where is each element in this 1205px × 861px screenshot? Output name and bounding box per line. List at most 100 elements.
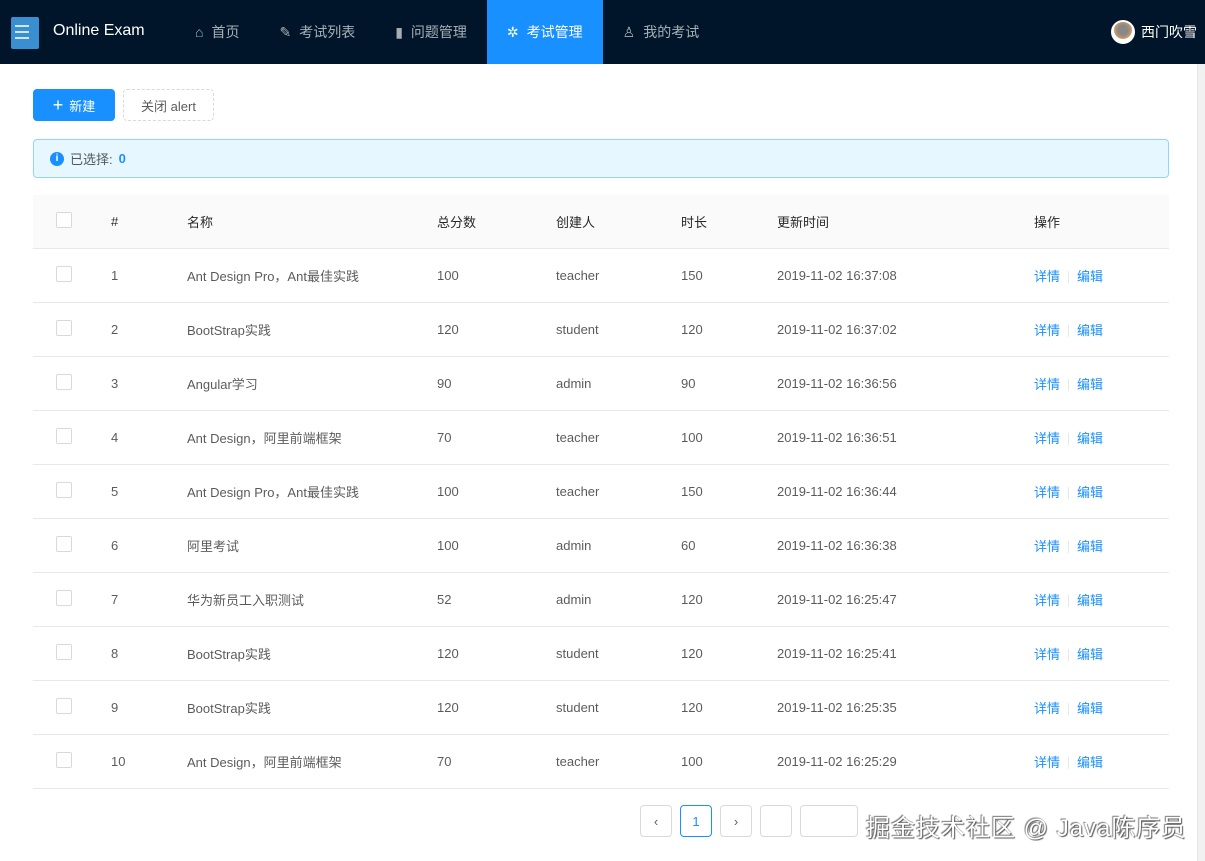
edit-link[interactable]: 编辑 [1077, 322, 1104, 338]
divider [1068, 379, 1070, 392]
table-cell: 2019-11-02 16:37:02 [777, 302, 1034, 357]
divider [1068, 271, 1070, 284]
page-1-button[interactable]: 1 [680, 805, 712, 837]
table-cell: Ant Design，阿里前端框架 [187, 410, 437, 465]
column-header: 总分数 [437, 195, 556, 249]
page-size-select[interactable] [800, 805, 858, 837]
home-icon: ⌂ [195, 24, 204, 40]
detail-link[interactable]: 详情 [1034, 700, 1061, 716]
top-nav: Online Exam ⌂ 首页 ✎ 考试列表 ▮ 问题管理 ✲ 考试管理 ♙ 我的考试 西门吹雪 [0, 0, 1205, 64]
question-file-icon: ▮ [395, 23, 403, 40]
row-checkbox[interactable] [56, 265, 72, 282]
next-page-button[interactable]: › [720, 805, 752, 837]
header-select-all[interactable] [33, 195, 111, 249]
table-cell: 3 [111, 356, 187, 411]
jump-button[interactable] [760, 805, 792, 837]
detail-link[interactable]: 详情 [1034, 592, 1061, 608]
table-row: 10 Ant Design，阿里前端框架 70 teacher 100 2019-11-0… [33, 734, 1169, 789]
table-cell: teacher [556, 734, 681, 789]
row-checkbox[interactable] [56, 481, 72, 498]
table-cell: 1 [111, 248, 187, 303]
detail-link[interactable]: 详情 [1034, 754, 1061, 770]
select-all-checkbox[interactable] [56, 211, 72, 228]
table-cell: 9 [111, 680, 187, 735]
row-checkbox[interactable] [56, 319, 72, 336]
row-checkbox[interactable] [56, 751, 72, 768]
table-cell: admin [556, 518, 681, 573]
table-cell: 120 [681, 626, 777, 681]
selection-alert: i 已选择: 0 [33, 139, 1169, 178]
nav-item-2[interactable]: ▮ 问题管理 [395, 23, 467, 41]
table-row: 8 BootStrap实践 120 student 120 2019-11-02 16:2… [33, 626, 1169, 681]
edit-link[interactable]: 编辑 [1077, 376, 1104, 392]
table-row: 9 BootStrap实践 120 student 120 2019-11-02 16:2… [33, 680, 1169, 735]
detail-link[interactable]: 详情 [1034, 322, 1061, 338]
edit-link[interactable]: 编辑 [1077, 430, 1104, 446]
row-checkbox[interactable] [56, 697, 72, 714]
row-checkbox[interactable] [56, 589, 72, 606]
detail-link[interactable]: 详情 [1034, 376, 1061, 392]
column-header: # [111, 195, 187, 249]
column-header: 操作 [1034, 195, 1169, 249]
table-cell: 2019-11-02 16:36:51 [777, 410, 1034, 465]
row-checkbox[interactable] [56, 535, 72, 552]
table-cell: 2019-11-02 16:25:35 [777, 680, 1034, 735]
divider [1068, 703, 1070, 716]
edit-link[interactable]: 编辑 [1077, 484, 1104, 500]
table-cell: 2019-11-02 16:25:41 [777, 626, 1034, 681]
table-cell: 120 [437, 626, 556, 681]
edit-link[interactable]: 编辑 [1077, 754, 1104, 770]
column-header: 名称 [187, 195, 437, 249]
detail-link[interactable]: 详情 [1034, 430, 1061, 446]
table-cell: 华为新员工入职测试 [187, 572, 437, 627]
table-cell: 100 [681, 734, 777, 789]
scrollbar[interactable] [1197, 64, 1205, 861]
table-cell: 2019-11-02 16:36:38 [777, 518, 1034, 573]
table-cell: 70 [437, 410, 556, 465]
table-cell: Ant Design Pro，Ant最佳实践 [187, 464, 437, 519]
logo-icon [11, 17, 39, 49]
table-cell: 150 [681, 464, 777, 519]
table-cell: 90 [681, 356, 777, 411]
edit-link[interactable]: 编辑 [1077, 700, 1104, 716]
table-cell: teacher [556, 410, 681, 465]
prev-page-button[interactable]: ‹ [640, 805, 672, 837]
table-cell: 150 [681, 248, 777, 303]
table-cell: 5 [111, 464, 187, 519]
row-checkbox[interactable] [56, 643, 72, 660]
new-button[interactable]: + 新建 [33, 89, 115, 121]
table-cell: 120 [437, 680, 556, 735]
table-row: 1 Ant Design Pro，Ant最佳实践 100 teacher 150 2019… [33, 248, 1169, 303]
row-checkbox[interactable] [56, 373, 72, 390]
table-row: 6 阿里考试 100 admin 60 2019-11-02 16:36:38 详情 编辑 [33, 518, 1169, 573]
detail-link[interactable]: 详情 [1034, 484, 1061, 500]
table-cell: admin [556, 572, 681, 627]
table-row: 2 BootStrap实践 120 student 120 2019-11-02 16:3… [33, 302, 1169, 357]
divider [1068, 487, 1070, 500]
nav-item-4[interactable]: ♙ 我的考试 [622, 23, 700, 41]
divider [1068, 595, 1070, 608]
user-menu[interactable]: 西门吹雪 [1111, 20, 1197, 44]
edit-link[interactable]: 编辑 [1077, 268, 1104, 284]
detail-link[interactable]: 详情 [1034, 268, 1061, 284]
nav-item-3[interactable]: ✲ 考试管理 [486, 0, 603, 64]
detail-link[interactable]: 详情 [1034, 538, 1061, 554]
edit-link[interactable]: 编辑 [1077, 646, 1104, 662]
table-cell: 2019-11-02 16:25:47 [777, 572, 1034, 627]
edit-link[interactable]: 编辑 [1077, 592, 1104, 608]
table-row: 3 Angular学习 90 admin 90 2019-11-02 16:36:56 详情… [33, 356, 1169, 411]
table-cell: 10 [111, 734, 187, 789]
nav-item-1[interactable]: ✎ 考试列表 [279, 23, 356, 41]
table-cell: 2019-11-02 16:37:08 [777, 248, 1034, 303]
user-icon: ♙ [622, 23, 636, 40]
divider [1068, 757, 1070, 770]
table-cell: admin [556, 356, 681, 411]
detail-link[interactable]: 详情 [1034, 646, 1061, 662]
info-icon: i [50, 151, 64, 166]
edit-link[interactable]: 编辑 [1077, 538, 1104, 554]
close-alert-button[interactable]: 关闭 alert [123, 89, 214, 121]
table-cell: 52 [437, 572, 556, 627]
nav-item-0[interactable]: ⌂ 首页 [195, 24, 240, 40]
table-cell: 70 [437, 734, 556, 789]
row-checkbox[interactable] [56, 427, 72, 444]
